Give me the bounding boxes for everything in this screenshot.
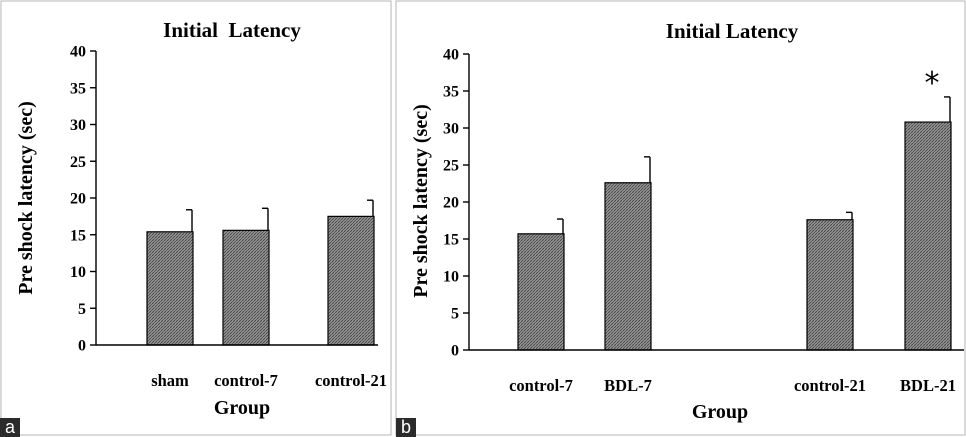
panel-b-y-tick-label: 25 xyxy=(443,158,459,175)
panel-b-bar xyxy=(904,121,952,351)
panel-a-bar xyxy=(327,215,375,346)
panel-a-y-tick-label: 0 xyxy=(78,338,86,355)
panel-b-frame xyxy=(395,0,966,436)
panel-a-y-axis-label: Pre shock latency (sec) xyxy=(15,101,37,294)
panel-b-category-label: control-21 xyxy=(794,376,866,395)
panel-a-axes xyxy=(95,51,378,346)
panel-a-tag: a xyxy=(0,417,20,437)
panel-a-y-tick-label: 10 xyxy=(70,264,86,281)
panel-a-y-ticks: 0 5 10 15 20 25 30 35 40 xyxy=(70,44,96,355)
panel-b-y-tick-label: 40 xyxy=(443,47,459,64)
panel-a-y-tick-label: 35 xyxy=(70,80,86,97)
panel-a-x-axis-label: Group xyxy=(214,397,270,419)
panel-a-bars xyxy=(146,199,375,346)
panel-b-y-tick-label: 15 xyxy=(443,232,459,249)
panel-b-y-tick-label: 0 xyxy=(451,343,459,360)
panel-b-y-tick-label: 5 xyxy=(451,306,459,323)
panel-b-category-label: control-7 xyxy=(509,376,573,395)
panel-b-y-tick-label: 35 xyxy=(443,84,459,101)
panel-b-x-axis-label: Group xyxy=(692,401,748,423)
panel-a: Initial Latency Pre shock latency (sec) … xyxy=(0,0,392,437)
panel-a-category-label: control-7 xyxy=(214,371,278,390)
panel-a-title: Initial Latency xyxy=(163,18,301,42)
panel-b-y-tick-label: 20 xyxy=(443,195,459,212)
panel-a-y-tick-label: 15 xyxy=(70,227,86,244)
panel-b-y-ticks: 0 5 10 15 20 25 30 35 40 xyxy=(443,47,469,360)
panel-a-y-tick-label: 25 xyxy=(70,154,86,171)
panel-a-y-tick-label: 5 xyxy=(78,301,86,318)
panel-b-bar xyxy=(517,233,565,351)
panel-a-y-tick-label: 20 xyxy=(70,191,86,208)
panel-b-y-axis-label: Pre shock latency (sec) xyxy=(410,104,432,297)
panel-b-title: Initial Latency xyxy=(666,19,799,43)
panel-b-tag: b xyxy=(396,417,416,437)
panel-b-axes xyxy=(468,54,964,351)
panel-b-significance-marker: * xyxy=(925,66,940,101)
panel-a-y-tick-label: 30 xyxy=(70,117,86,134)
panel-b-category-label: BDL-7 xyxy=(604,376,652,395)
panel-a-y-tick-label: 40 xyxy=(70,44,86,61)
panel-b-bar xyxy=(604,182,652,351)
panel-b-tag-label: b xyxy=(401,417,411,437)
panel-b-bar xyxy=(806,219,854,351)
panel-a-category-label: control-21 xyxy=(315,371,387,390)
panel-a-bar xyxy=(146,231,194,346)
panel-b: Initial Latency Pre shock latency (sec) … xyxy=(395,0,966,437)
panel-b-y-tick-label: 30 xyxy=(443,121,459,138)
panel-b-bars: * xyxy=(517,66,952,351)
panel-a-frame xyxy=(0,0,392,436)
panel-a-category-label: sham xyxy=(151,371,189,390)
panel-a-bar xyxy=(222,229,270,346)
panel-a-category-labels: sham control-7 control-21 xyxy=(151,371,387,390)
panel-b-y-tick-label: 10 xyxy=(443,269,459,286)
panel-b-category-labels: control-7 BDL-7 control-21 BDL-21 xyxy=(509,376,956,395)
panel-b-category-label: BDL-21 xyxy=(900,376,956,395)
panel-a-tag-label: a xyxy=(5,417,16,437)
